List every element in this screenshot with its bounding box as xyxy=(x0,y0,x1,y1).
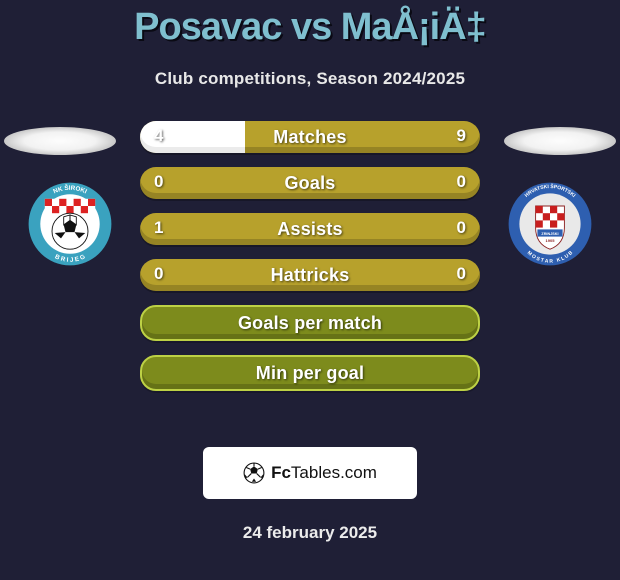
stat-left-value: 4 xyxy=(154,121,163,153)
source-bold: Fc xyxy=(271,463,291,482)
stat-row-goals: 0 Goals 0 xyxy=(140,167,480,199)
source-panel[interactable]: FcTables.com xyxy=(203,447,417,499)
stat-label: Hattricks xyxy=(271,265,350,286)
stat-right-value: 0 xyxy=(457,259,466,291)
page-subtitle: Club competitions, Season 2024/2025 xyxy=(0,69,620,89)
stat-right-value: 0 xyxy=(457,213,466,245)
stat-row-assists: 1 Assists 0 xyxy=(140,213,480,245)
club-badge-right: ZRINJSKI 1905 HRVATSKI ŠPORTSKI M O S T … xyxy=(502,179,598,269)
svg-text:1905: 1905 xyxy=(546,238,556,243)
stats-stage: NK ŠIROKI B R I J E G xyxy=(0,121,620,451)
spotlight-right xyxy=(504,127,616,155)
stat-row-matches: 4 Matches 9 xyxy=(140,121,480,153)
button-label: Min per goal xyxy=(256,363,364,384)
stat-left-value: 1 xyxy=(154,213,163,245)
min-per-goal-button[interactable]: Min per goal xyxy=(140,355,480,391)
stat-right-value: 9 xyxy=(457,121,466,153)
stat-left-value: 0 xyxy=(154,259,163,291)
stat-label: Goals xyxy=(284,173,335,194)
stat-label: Matches xyxy=(273,127,346,148)
stats-rows: 4 Matches 9 0 Goals 0 1 Assists 0 0 Hatt… xyxy=(140,121,480,405)
footer-date: 24 february 2025 xyxy=(0,523,620,543)
page-title: Posavac vs MaÅ¡iÄ‡ xyxy=(0,0,620,49)
stat-label: Assists xyxy=(277,219,342,240)
comparison-card: Posavac vs MaÅ¡iÄ‡ Club competitions, Se… xyxy=(0,0,620,580)
stat-right-value: 0 xyxy=(457,167,466,199)
stat-row-hattricks: 0 Hattricks 0 xyxy=(140,259,480,291)
button-label: Goals per match xyxy=(238,313,382,334)
club-badge-left: NK ŠIROKI B R I J E G xyxy=(20,179,120,269)
stat-left-value: 0 xyxy=(154,167,163,199)
shield-icon: ZRINJSKI 1905 HRVATSKI ŠPORTSKI M O S T … xyxy=(502,179,598,269)
goals-per-match-button[interactable]: Goals per match xyxy=(140,305,480,341)
source-link: FcTables.com xyxy=(243,462,377,484)
svg-text:ZRINJSKI: ZRINJSKI xyxy=(541,232,558,236)
soccer-ball-icon xyxy=(243,462,265,484)
spotlight-left xyxy=(4,127,116,155)
shield-icon: NK ŠIROKI B R I J E G xyxy=(20,179,120,269)
source-text: FcTables.com xyxy=(271,463,377,483)
source-rest: Tables.com xyxy=(291,463,377,482)
